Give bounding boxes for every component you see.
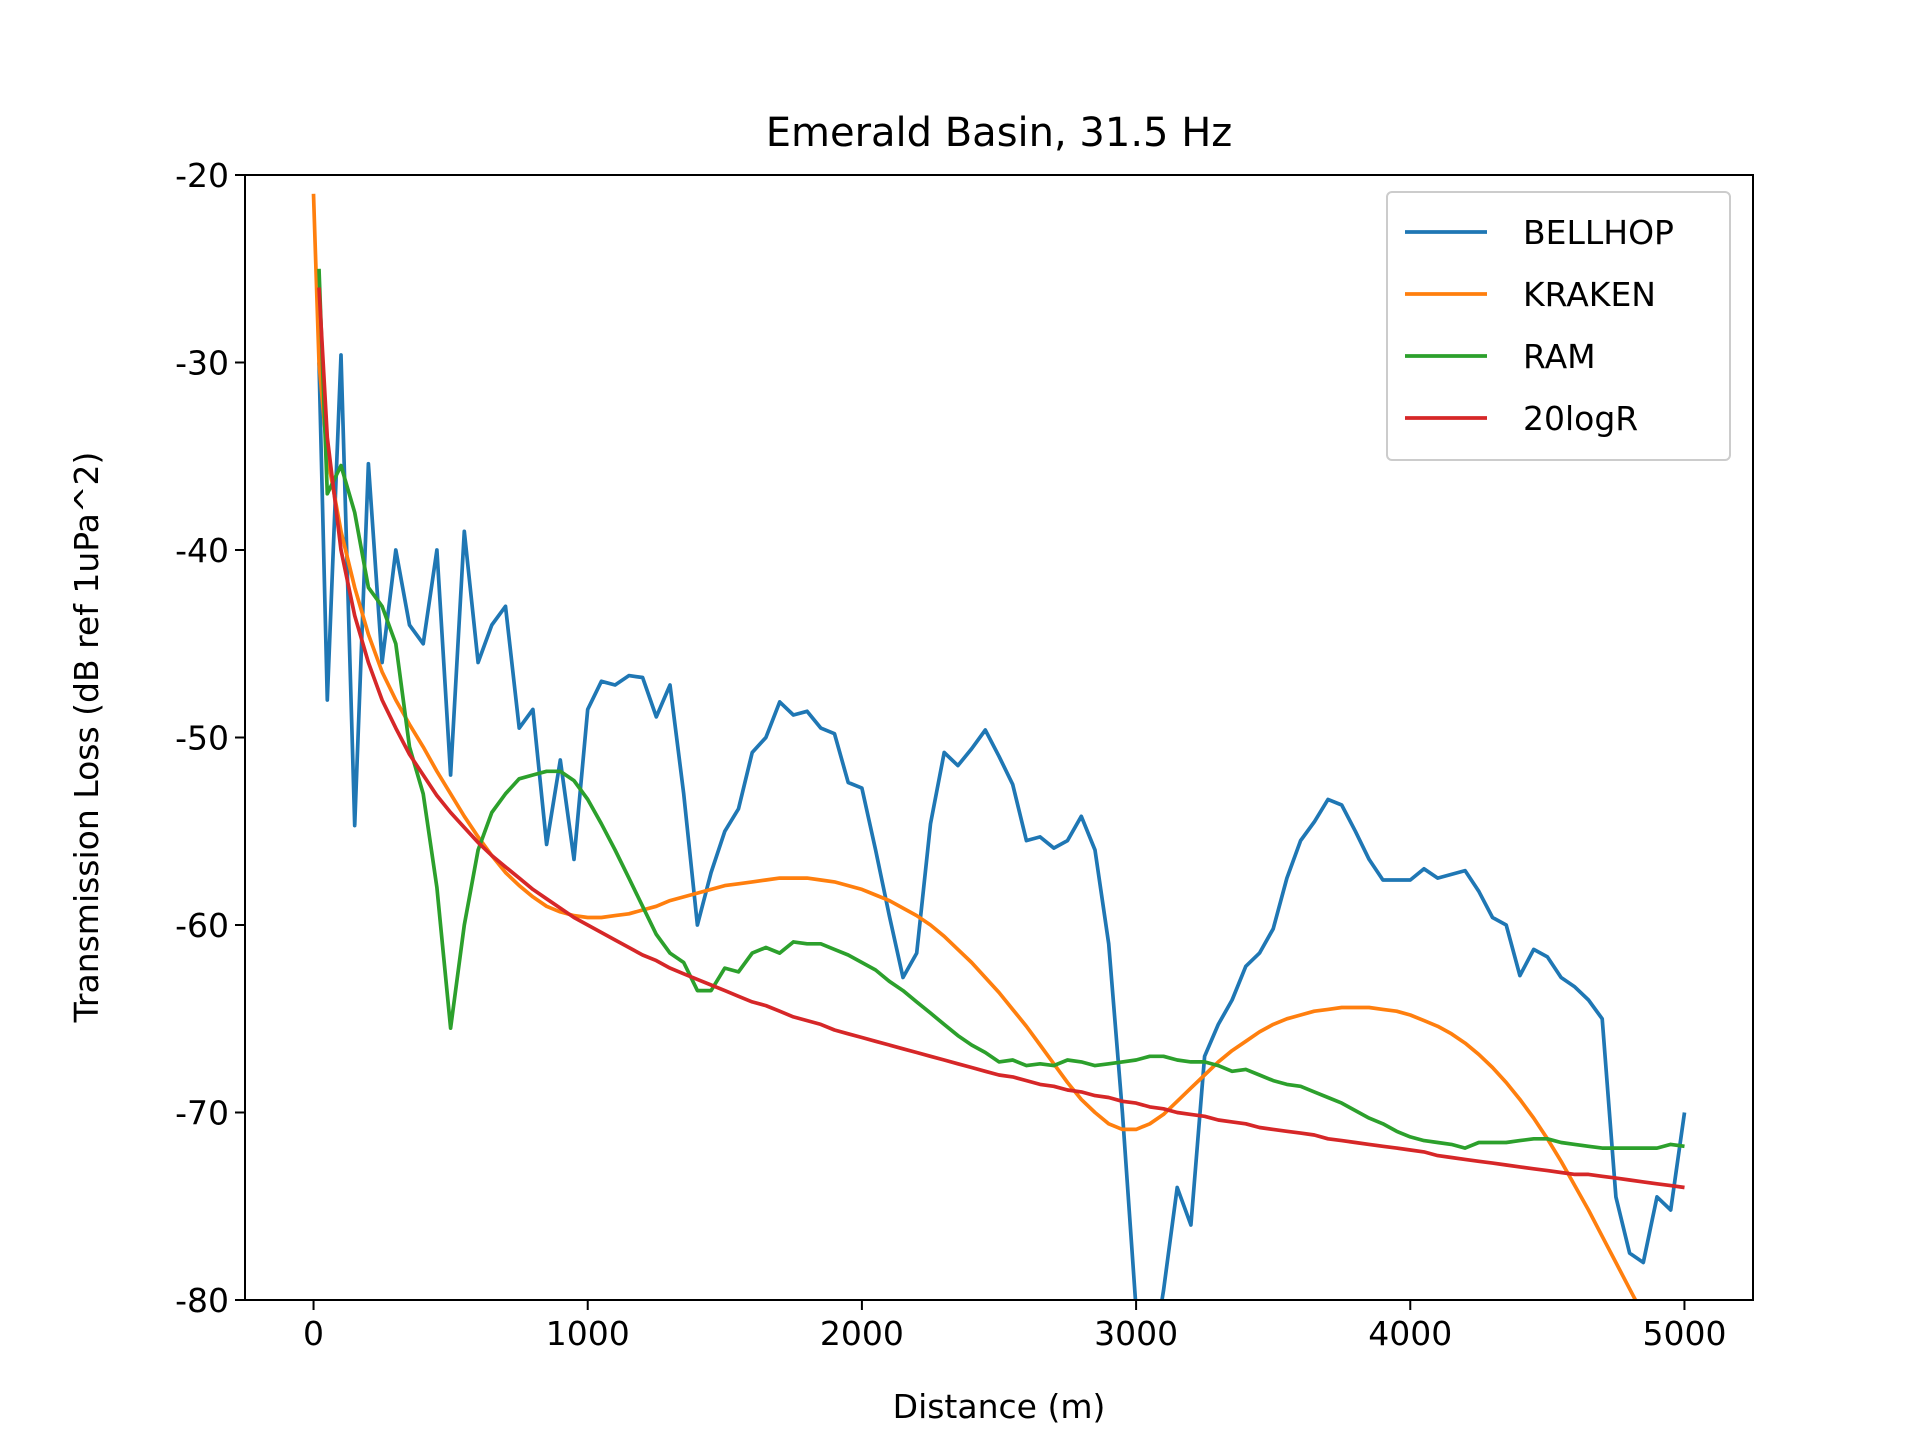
chart-title: Emerald Basin, 31.5 Hz xyxy=(766,110,1233,156)
y-tick-label: -40 xyxy=(175,531,229,570)
y-axis-label: Transmission Loss (dB ref 1uPa^2) xyxy=(67,452,106,1024)
legend-label: RAM xyxy=(1523,337,1596,376)
series-line xyxy=(317,287,1685,1190)
y-tick-label: -60 xyxy=(175,906,229,945)
series-line xyxy=(317,353,1687,1300)
y-tick-label: -30 xyxy=(175,344,229,383)
series-line xyxy=(317,268,1685,1150)
y-tick-label: -70 xyxy=(175,1094,229,1133)
x-tick-label: 0 xyxy=(303,1314,324,1353)
y-tick-label: -50 xyxy=(175,719,229,758)
x-tick-label: 1000 xyxy=(546,1314,630,1353)
y-tick-label: -20 xyxy=(175,156,229,195)
legend-label: KRAKEN xyxy=(1523,275,1656,314)
series-line xyxy=(311,193,1638,1300)
x-tick-label: 4000 xyxy=(1368,1314,1452,1353)
plot-lines xyxy=(311,193,1687,1300)
y-tick-label: -80 xyxy=(175,1281,229,1320)
x-tick-label: 5000 xyxy=(1642,1314,1726,1353)
legend-label: BELLHOP xyxy=(1523,213,1674,252)
legend-box xyxy=(1386,191,1731,461)
x-tick-label: 2000 xyxy=(820,1314,904,1353)
x-tick-label: 3000 xyxy=(1094,1314,1178,1353)
legend-label: 20logR xyxy=(1523,399,1638,438)
x-axis-label: Distance (m) xyxy=(893,1387,1106,1426)
